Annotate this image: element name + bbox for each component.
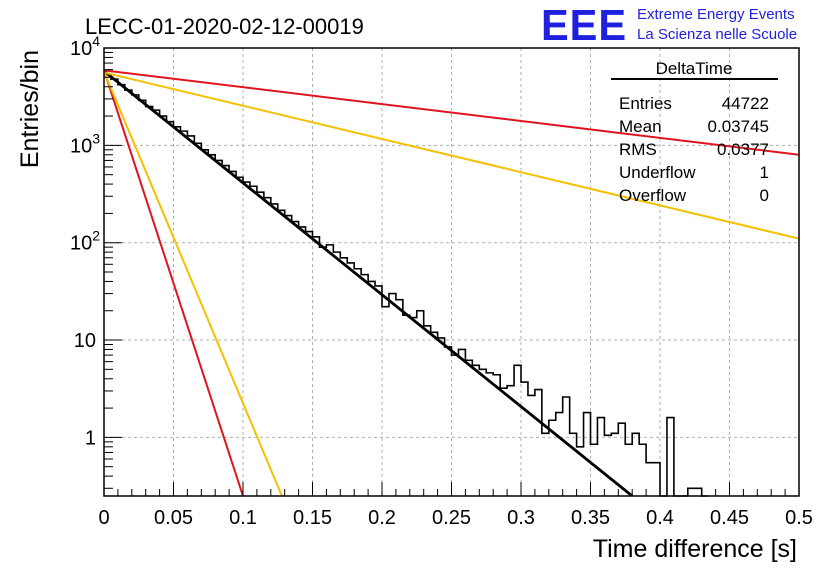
y-tick-labels: 1 10 102 103 104	[70, 33, 100, 449]
x-tick-label: 0	[98, 507, 109, 529]
grid	[104, 48, 799, 496]
stats-value-underflow: 1	[760, 163, 769, 182]
histogram-outline	[104, 73, 709, 497]
stats-label-mean: Mean	[619, 117, 662, 136]
x-tick-label: 0.05	[154, 507, 193, 529]
fit-line-1	[104, 69, 799, 156]
logo-mark: EEE	[541, 1, 627, 50]
x-tick-label: 0.2	[368, 507, 396, 529]
y-tick-label: 104	[70, 33, 100, 60]
axis-ticks	[103, 47, 800, 496]
x-tick-label: 0.3	[507, 507, 535, 529]
stats-label-entries: Entries	[619, 94, 672, 113]
eee-logo: EEE Extreme Energy Events La Scienza nel…	[541, 1, 797, 50]
stats-header: DeltaTime	[656, 59, 733, 78]
y-axis-label: Entries/bin	[16, 50, 44, 168]
fit-lines	[104, 69, 799, 496]
x-tick-label: 0.1	[229, 507, 257, 529]
stats-value-rms: 0.0377	[717, 140, 769, 159]
logo-line-1: Extreme Energy Events	[637, 6, 795, 23]
x-tick-label: 0.35	[571, 507, 610, 529]
y-tick-label: 1	[85, 427, 96, 449]
x-tick-label: 0.15	[293, 507, 332, 529]
y-tick-label: 10	[74, 330, 96, 352]
stats-label-underflow: Underflow	[619, 163, 696, 182]
stats-box: DeltaTime Entries 44722 Mean 0.03745 RMS…	[611, 59, 778, 205]
chart-title: LECC-01-2020-02-12-00019	[85, 14, 364, 39]
fit-line-3	[104, 69, 244, 496]
y-tick-label: 103	[70, 130, 100, 157]
stats-label-overflow: Overflow	[619, 186, 687, 205]
fit-line-2	[104, 71, 799, 240]
stats-header-rule	[611, 78, 778, 80]
stats-value-overflow: 0	[760, 186, 769, 205]
x-axis-label: Time difference [s]	[593, 535, 797, 563]
stats-value-mean: 0.03745	[708, 117, 769, 136]
x-tick-label: 0.5	[785, 507, 813, 529]
histogram	[104, 73, 709, 497]
x-tick-label: 0.25	[432, 507, 471, 529]
x-tick-labels: 0 0.05 0.1 0.15 0.2 0.25 0.3 0.35 0.4 0.45 0.5	[98, 507, 812, 529]
stats-label-rms: RMS	[619, 140, 657, 159]
stats-value-entries: 44722	[722, 94, 769, 113]
x-tick-label: 0.4	[646, 507, 674, 529]
logo-line-2: La Scienza nelle Scuole	[637, 26, 797, 43]
x-tick-label: 0.45	[710, 507, 749, 529]
fit-line-0	[104, 69, 634, 496]
fit-line-4	[104, 71, 283, 496]
y-tick-label: 102	[70, 228, 100, 255]
